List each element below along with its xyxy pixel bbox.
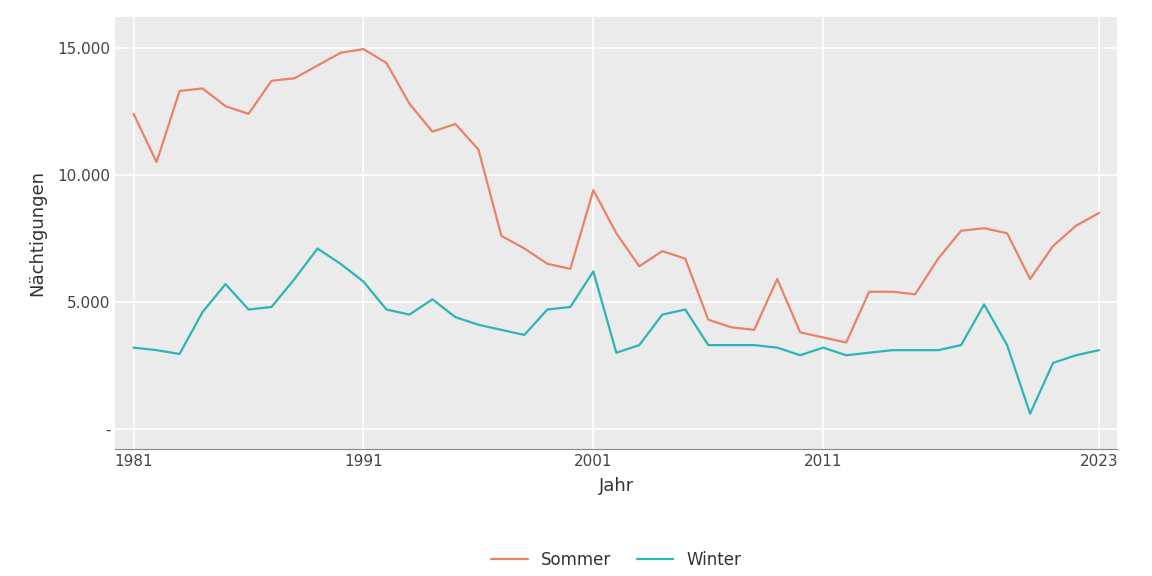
Winter	[448, 314, 462, 321]
Winter	[494, 327, 508, 334]
Line: Winter: Winter	[134, 248, 1099, 414]
Winter	[219, 281, 233, 287]
Sommer	[817, 334, 831, 341]
Sommer	[150, 158, 164, 165]
Winter	[840, 352, 854, 359]
Sommer	[702, 316, 715, 323]
Sommer	[771, 275, 785, 282]
Winter	[288, 275, 302, 282]
Sommer	[908, 291, 922, 298]
Winter	[242, 306, 256, 313]
Winter	[954, 342, 968, 348]
Sommer	[655, 248, 669, 255]
Sommer	[977, 225, 991, 232]
Sommer	[196, 85, 210, 92]
Winter	[679, 306, 692, 313]
Winter	[977, 301, 991, 308]
Winter	[173, 351, 187, 358]
Sommer	[725, 324, 738, 331]
Sommer	[840, 339, 854, 346]
Sommer	[862, 288, 876, 295]
Winter	[1069, 352, 1083, 359]
Winter	[379, 306, 393, 313]
Sommer	[517, 245, 531, 252]
Sommer	[1000, 230, 1014, 237]
Sommer	[632, 263, 646, 270]
Winter	[817, 344, 831, 351]
Sommer	[748, 327, 761, 334]
Winter	[311, 245, 325, 252]
Winter	[540, 306, 554, 313]
Winter	[1023, 410, 1037, 417]
Sommer	[265, 77, 279, 84]
Winter	[402, 311, 416, 318]
Sommer	[173, 88, 187, 94]
Winter	[563, 304, 577, 310]
Winter	[609, 349, 623, 356]
Winter	[725, 342, 738, 348]
Winter	[357, 278, 371, 285]
Sommer	[448, 120, 462, 127]
Sommer	[494, 232, 508, 239]
Sommer	[540, 260, 554, 267]
Sommer	[1046, 242, 1060, 249]
Sommer	[334, 50, 348, 56]
Winter	[931, 347, 945, 354]
Winter	[127, 344, 141, 351]
Winter	[908, 347, 922, 354]
Sommer	[127, 111, 141, 118]
Sommer	[219, 103, 233, 109]
Sommer	[1069, 222, 1083, 229]
Winter	[334, 260, 348, 267]
Legend: Sommer, Winter: Sommer, Winter	[485, 544, 748, 575]
Sommer	[402, 100, 416, 107]
Sommer	[357, 46, 371, 52]
Winter	[1000, 342, 1014, 348]
Y-axis label: Nächtigungen: Nächtigungen	[29, 170, 46, 296]
Sommer	[563, 266, 577, 272]
Sommer	[288, 75, 302, 82]
Sommer	[954, 228, 968, 234]
Sommer	[931, 255, 945, 262]
Winter	[471, 321, 485, 328]
Winter	[586, 268, 600, 275]
Winter	[196, 309, 210, 316]
Sommer	[586, 187, 600, 194]
Sommer	[609, 230, 623, 237]
Sommer	[311, 62, 325, 69]
Winter	[265, 304, 279, 310]
Winter	[862, 349, 876, 356]
Sommer	[379, 59, 393, 66]
Winter	[885, 347, 899, 354]
Winter	[1092, 347, 1106, 354]
Winter	[771, 344, 785, 351]
Sommer	[679, 255, 692, 262]
Sommer	[794, 329, 808, 336]
Winter	[425, 296, 439, 303]
Sommer	[1092, 210, 1106, 217]
Sommer	[242, 111, 256, 118]
Winter	[748, 342, 761, 348]
Winter	[1046, 359, 1060, 366]
Winter	[655, 311, 669, 318]
Winter	[794, 352, 808, 359]
X-axis label: Jahr: Jahr	[599, 478, 634, 495]
Line: Sommer: Sommer	[134, 49, 1099, 343]
Winter	[517, 331, 531, 338]
Sommer	[471, 146, 485, 153]
Winter	[632, 342, 646, 348]
Winter	[150, 347, 164, 354]
Winter	[702, 342, 715, 348]
Sommer	[885, 288, 899, 295]
Sommer	[1023, 275, 1037, 282]
Sommer	[425, 128, 439, 135]
